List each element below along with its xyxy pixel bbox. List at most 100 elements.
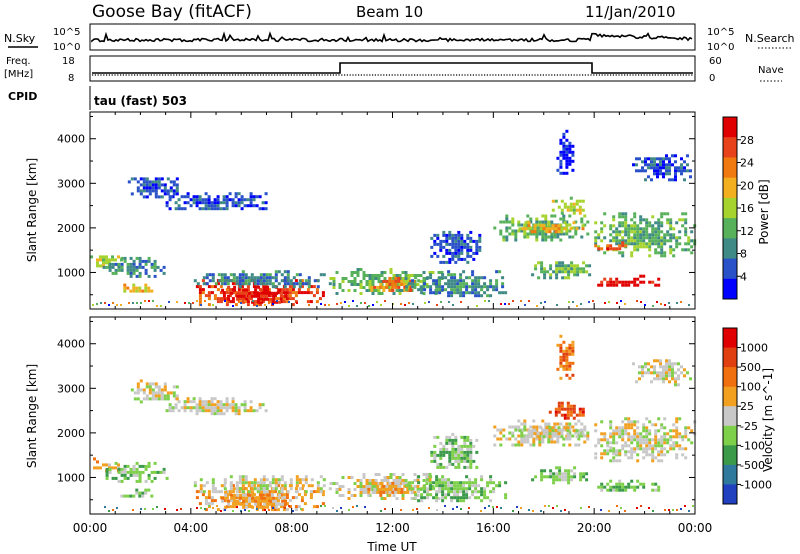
scatter-cell	[460, 508, 462, 510]
echo-cell	[562, 150, 566, 154]
echo-cell	[560, 429, 564, 433]
echo-cell	[432, 487, 436, 491]
echo-cell	[450, 487, 454, 491]
echo-cell	[441, 475, 445, 479]
echo-cell	[562, 141, 566, 145]
echo-cell	[523, 232, 527, 236]
echo-cell	[335, 271, 339, 274]
scatter-cell	[320, 505, 322, 507]
echo-cell	[558, 466, 562, 470]
echo-cell	[382, 285, 386, 289]
echo-cell	[208, 273, 212, 277]
echo-cell	[612, 441, 616, 445]
echo-cell	[432, 481, 436, 485]
echo-cell	[687, 236, 691, 240]
echo-cell	[307, 279, 311, 283]
echo-cell	[535, 217, 539, 221]
echo-cell	[401, 482, 405, 485]
echo-cell	[457, 462, 461, 466]
echo-cell	[536, 432, 540, 436]
echo-cell	[524, 435, 528, 439]
echo-cell	[228, 403, 232, 407]
echo-cell	[423, 487, 427, 491]
echo-cell	[624, 450, 628, 454]
echo-cell	[638, 371, 641, 375]
echo-cell	[659, 374, 662, 378]
echo-cell	[367, 490, 371, 494]
echo-cell	[612, 435, 616, 439]
echo-cell	[241, 270, 245, 274]
echo-cell	[556, 168, 560, 172]
echo-cell	[228, 198, 232, 202]
echo-cell	[560, 407, 564, 411]
echo-cell	[612, 224, 616, 228]
echo-cell	[288, 291, 292, 295]
scatter-cell	[692, 505, 694, 507]
echo-cell	[562, 171, 566, 175]
echo-cell	[241, 279, 245, 283]
echo-cell	[105, 470, 109, 474]
echo-cell	[132, 259, 136, 263]
echo-cell	[267, 490, 271, 494]
echo-cell	[406, 487, 410, 491]
echo-cell	[365, 482, 369, 485]
echo-cell	[204, 294, 208, 298]
echo-cell	[175, 186, 179, 190]
echo-cell	[552, 478, 556, 482]
echo-cell	[612, 432, 616, 436]
echo-cell	[551, 208, 555, 212]
echo-cell	[420, 499, 424, 503]
echo-cell	[204, 400, 208, 404]
echo-cell	[438, 484, 442, 488]
echo-cell	[600, 438, 604, 442]
echo-cell	[222, 403, 226, 407]
echo-cell	[383, 497, 387, 500]
echo-cell	[684, 230, 688, 234]
echo-cell	[198, 291, 202, 295]
echo-cell	[214, 490, 218, 494]
echo-cell	[675, 420, 679, 424]
echo-cell	[671, 178, 674, 182]
echo-cell	[391, 490, 395, 494]
echo-cell	[471, 279, 475, 283]
echo-cell	[562, 144, 566, 148]
echo-cell	[260, 288, 264, 292]
echo-cell	[672, 423, 676, 427]
echo-cell	[663, 242, 667, 246]
echo-cell	[566, 410, 570, 414]
scatter-cell	[440, 301, 442, 303]
colorbar-tick-label: -1000	[740, 478, 772, 491]
echo-cell	[495, 484, 499, 488]
echo-cell	[204, 496, 208, 500]
echo-cell	[291, 297, 295, 301]
echo-cell	[416, 274, 420, 277]
echo-cell	[493, 425, 497, 429]
echo-cell	[313, 279, 317, 283]
echo-cell	[138, 262, 142, 266]
echo-cell	[153, 476, 157, 480]
echo-cell	[600, 456, 604, 460]
echo-cell	[201, 201, 205, 205]
echo-cell	[666, 218, 670, 222]
echo-cell	[630, 426, 634, 430]
echo-cell	[618, 233, 622, 237]
echo-cell	[552, 270, 556, 274]
echo-cell	[523, 223, 527, 227]
echo-cell	[450, 496, 454, 500]
echo-cell	[684, 435, 688, 439]
echo-cell	[533, 432, 537, 436]
echo-cell	[486, 294, 490, 298]
echo-cell	[335, 491, 339, 494]
echo-cell	[256, 487, 260, 491]
scatter-cell	[484, 300, 486, 302]
echo-cell	[469, 230, 473, 234]
echo-cell	[600, 432, 604, 436]
echo-cell	[422, 292, 426, 295]
echo-cell	[231, 397, 235, 401]
echo-cell	[216, 207, 220, 211]
echo-cell	[279, 505, 283, 509]
echo-cell	[102, 265, 106, 269]
echo-cell	[225, 406, 229, 410]
scatter-cell	[672, 509, 674, 511]
echo-cell	[141, 259, 145, 263]
